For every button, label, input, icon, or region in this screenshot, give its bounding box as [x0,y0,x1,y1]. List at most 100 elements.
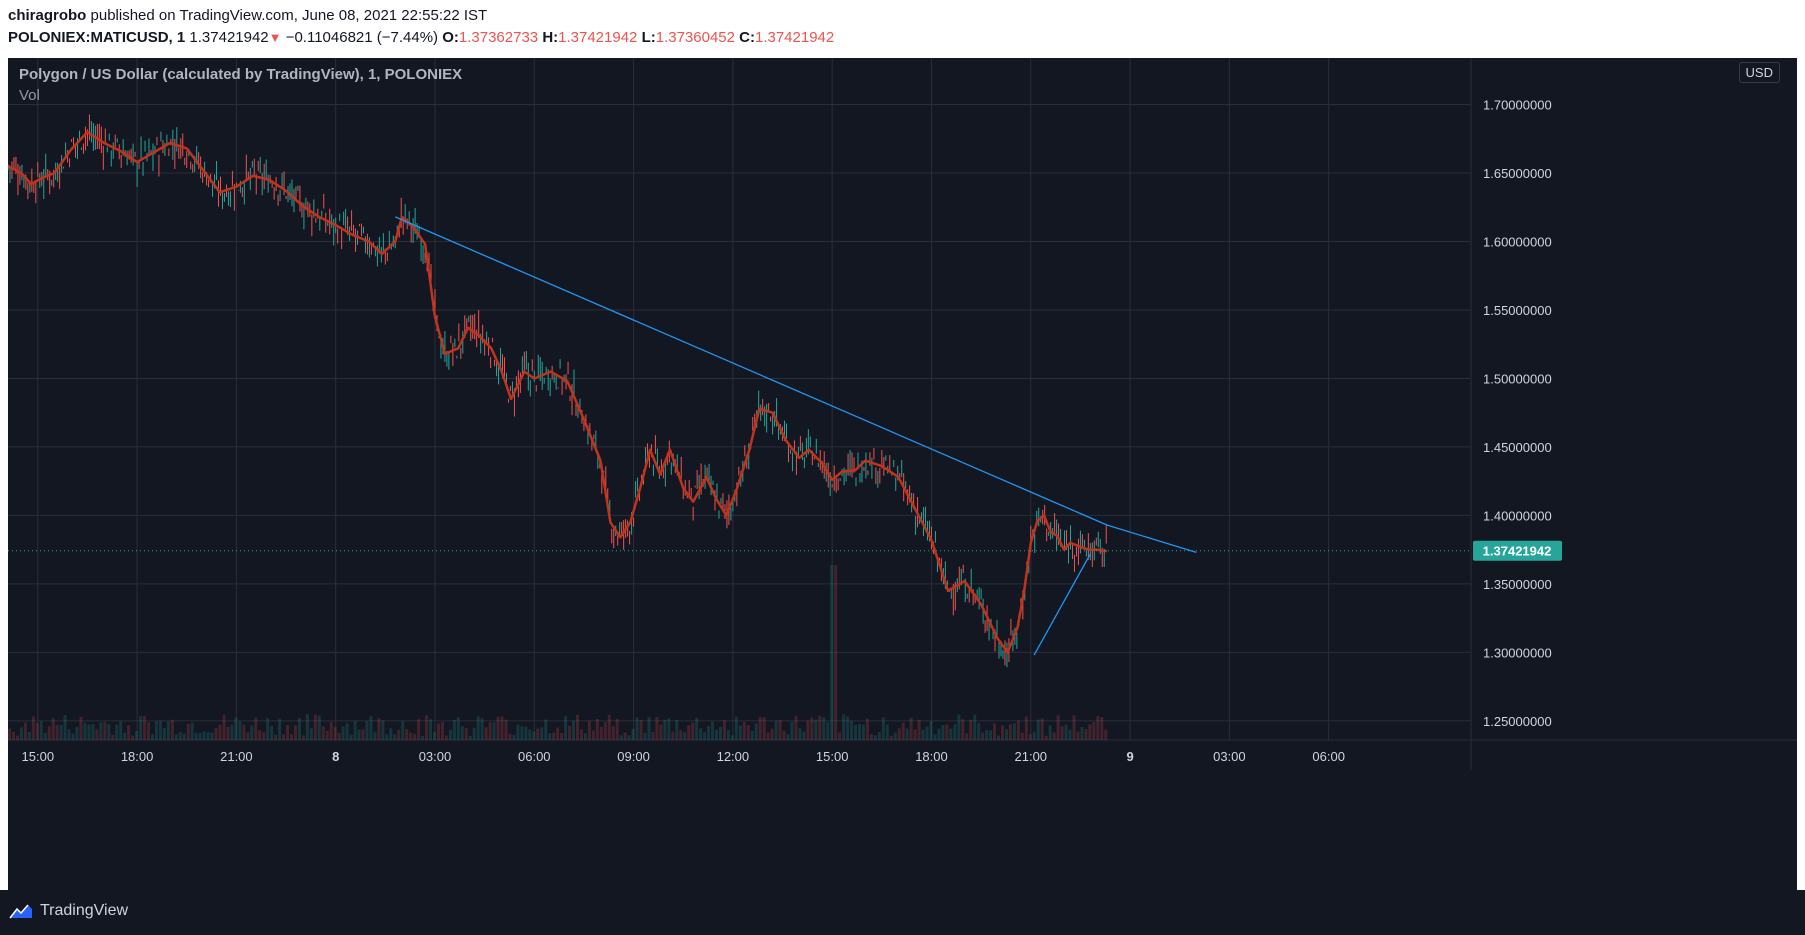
volume-bar [659,724,663,740]
volume-bar [877,731,881,740]
volume-bar [353,721,357,740]
volume-bar [536,728,540,740]
volume-bar [1052,732,1056,740]
volume-bar [695,717,699,740]
tradingview-brand[interactable]: TradingView [8,902,128,920]
volume-bar [452,719,456,740]
volume-bar [278,718,282,740]
volume-bar [802,731,806,740]
open-label: O: [442,29,459,46]
volume-bar [345,723,349,740]
volume-bar [1072,715,1076,740]
volume-bar [913,729,917,740]
publish-text: published on TradingView.com, June 08, 2… [90,7,488,24]
volume-bar [321,726,325,740]
price-tick-label: 1.35000000 [1483,577,1552,592]
volume-bar [746,725,750,740]
volume-bar [282,734,286,740]
author-name[interactable]: chiragrobo [8,7,87,24]
volume-bar [711,721,715,740]
legend-volume[interactable]: Vol [19,87,40,104]
time-tick-label: 03:00 [419,749,452,764]
volume-bar [667,718,671,740]
volume-bar [309,728,313,740]
time-tick-label: 15:00 [816,749,849,764]
volume-bar [301,735,305,740]
volume-bar [131,735,135,740]
volume-bar [850,721,854,740]
volume-bar [448,729,452,740]
volume-bar [1104,729,1108,740]
volume-bar [715,729,719,740]
volume-bar [818,715,822,740]
volume-bar [476,716,480,740]
volume-bar [556,727,560,740]
volume-bar [949,728,953,740]
time-tick-label: 21:00 [220,749,253,764]
volume-bar [1036,719,1040,740]
volume-bar [464,727,468,740]
volume-bar [1064,724,1068,740]
volume-bar [905,728,909,740]
volume-bar [99,722,103,740]
volume-bar [726,729,730,740]
volume-bar [786,734,790,740]
volume-bar [107,723,111,740]
brand-name: TradingView [40,902,129,919]
price-tick-label: 1.60000000 [1483,235,1552,250]
volume-bar [718,726,722,740]
volume-bar [854,724,858,740]
volume-bar [325,730,329,740]
chart-area[interactable]: 1.70000000 1.65000000 1.60000000 1.55000000… [8,58,1797,890]
volume-bar [933,734,937,740]
volume-bar [198,732,202,740]
volume-bar [639,720,643,740]
volume-bar [341,726,345,740]
volume-bar [516,724,520,740]
volume-bar [889,735,893,740]
low-label: L: [641,29,656,46]
price-tick-label: 1.45000000 [1483,440,1552,455]
volume-bar [973,714,977,740]
volume-bar [762,717,766,740]
volume-bar [361,729,365,740]
currency-badge[interactable]: USD [1738,62,1780,83]
volume-bar [35,723,39,740]
open-value: 1.37362733 [458,29,539,46]
volume-bar [349,734,353,740]
volume-bar [1084,729,1088,740]
volume-bar [814,719,818,740]
volume-bar [508,733,512,740]
volume-bar [989,730,993,740]
symbol-ohlc-line: POLONIEX:MATICUSD, 1 1.37421942▼ −0.1104… [8,29,834,46]
price-chart[interactable]: 1.70000000 1.65000000 1.60000000 1.55000000… [8,58,1797,890]
volume-bar [1008,724,1012,740]
volume-bar [842,714,846,740]
volume-bar [722,720,726,740]
volume-bar [615,718,619,740]
low-value: 1.37360452 [655,29,735,46]
volume-bar [190,723,194,740]
close-label: C: [739,29,755,46]
volume-bar [806,720,810,740]
volume-bar [961,719,965,740]
legend-title[interactable]: Polygon / US Dollar (calculated by Tradi… [19,66,463,83]
volume-bar [389,728,393,740]
high-value: 1.37421942 [558,29,638,46]
volume-bar [317,715,321,740]
volume-bar [758,717,762,740]
volume-bar [568,725,572,740]
volume-bar [115,724,119,740]
volume-bar [1012,723,1016,740]
volume-bar [43,732,47,740]
volume-bar [266,718,270,740]
volume-bar [421,735,425,740]
volume-bar [401,721,405,740]
volume-bar [290,734,294,740]
volume-bar [218,724,222,740]
volume-bar [1032,731,1036,740]
volume-bar [150,734,154,740]
last-price: 1.37421942 [189,29,269,46]
volume-bar [444,735,448,740]
volume-bar [623,732,627,740]
